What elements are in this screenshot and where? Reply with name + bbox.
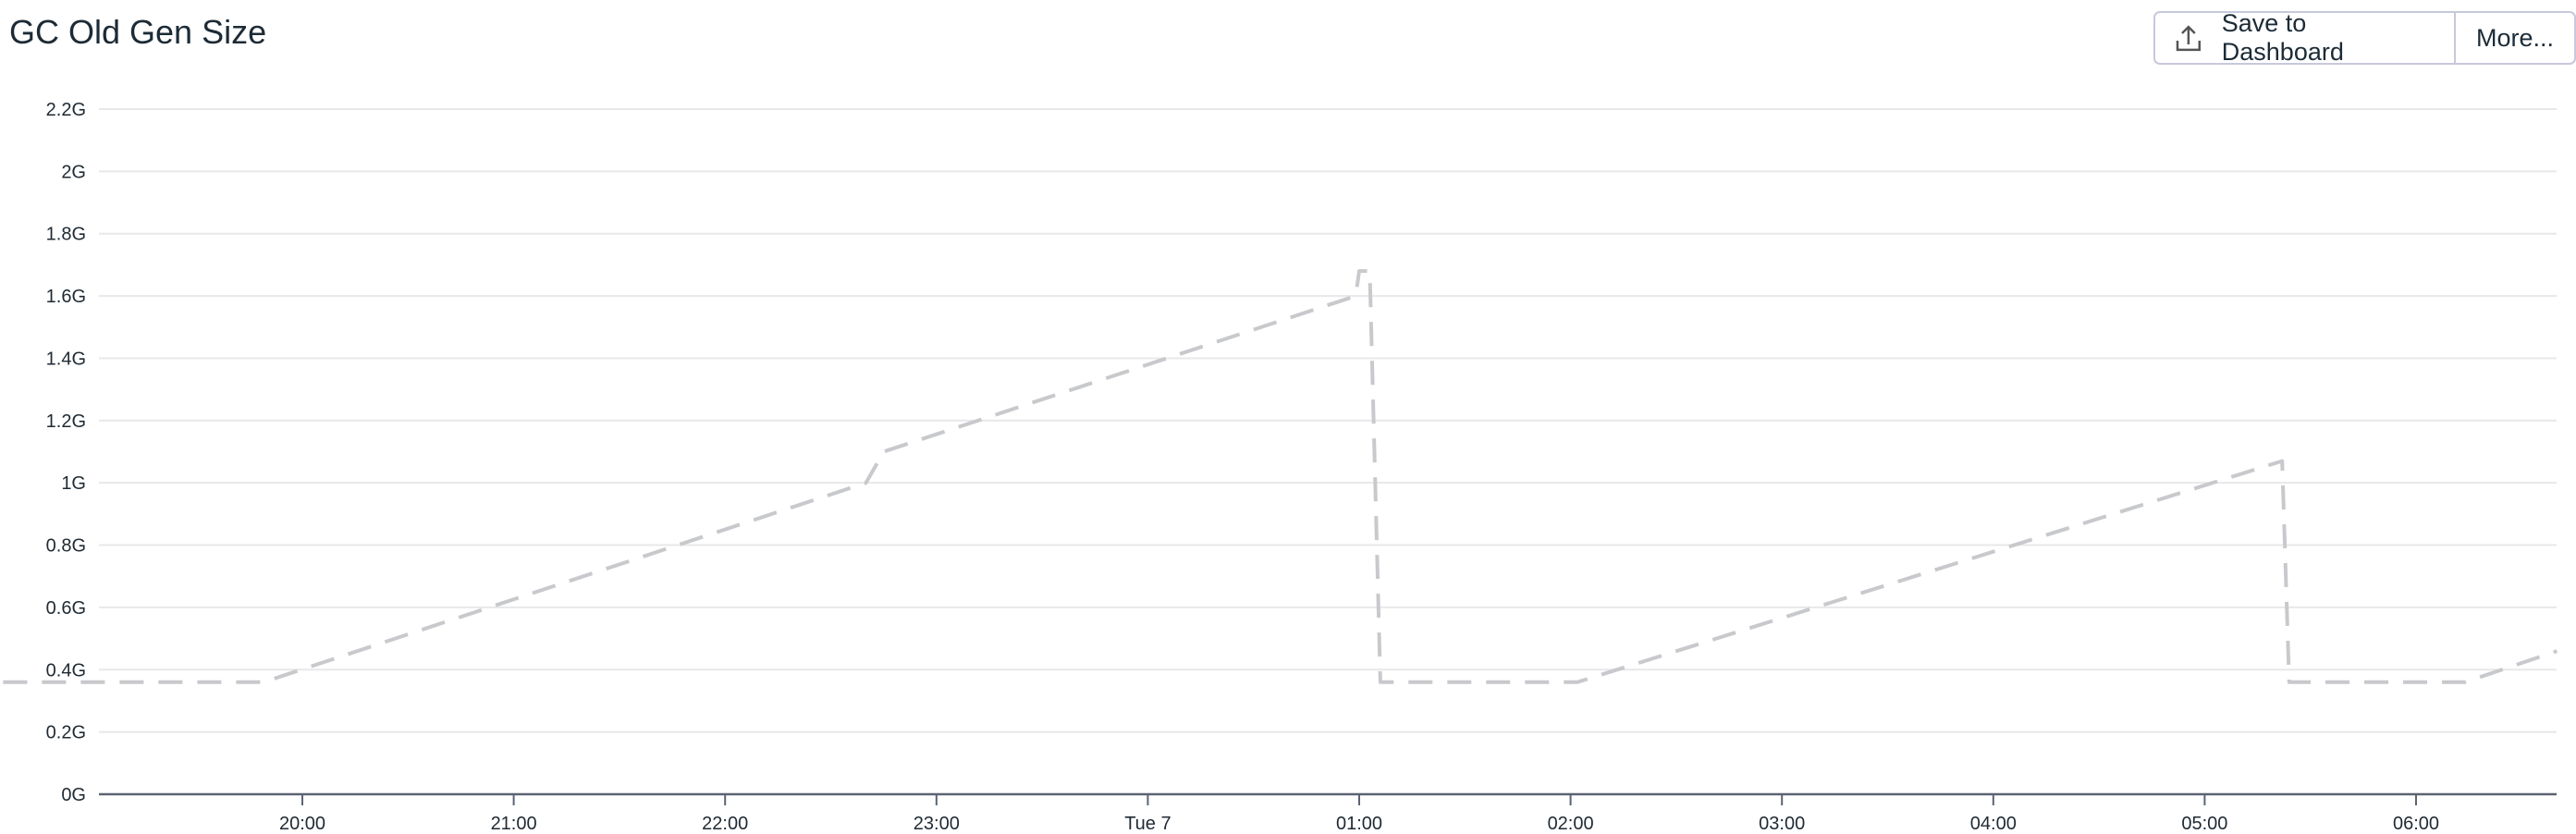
x-tick-label: 04:00 [1970,814,2017,834]
upload-icon [2176,25,2202,52]
more-label: More... [2475,23,2554,52]
y-tick-label: 0G [61,785,86,805]
y-tick-label: 0.4G [46,660,86,681]
y-tick-label: 1.6G [46,287,86,307]
y-tick-label: 1.2G [46,411,86,432]
x-tick-label: 20:00 [279,814,325,834]
series-line [0,269,2558,684]
chart-actions: Save to Dashboard More... [2153,9,2576,66]
x-tick-label: 02:00 [1548,814,1594,834]
x-tick-label: 06:00 [2393,814,2439,834]
x-tick-label: 23:00 [914,814,960,834]
save-to-dashboard-label: Save to Dashboard [2221,9,2344,66]
x-tick-label: Tue 7 [1124,814,1171,834]
x-tick-label: 03:00 [1759,814,1805,834]
x-tick-label: 05:00 [2181,814,2227,834]
y-tick-label: 0.6G [46,598,86,619]
y-tick-label: 2G [61,162,86,182]
save-to-dashboard-button[interactable]: Save to Dashboard [2155,9,2454,66]
y-tick-label: 0.2G [46,723,86,743]
y-tick-label: 1.4G [46,349,86,369]
x-tick-label: 21:00 [491,814,537,834]
chart-title: GC Old Gen Size [9,13,267,51]
y-tick-label: 1G [61,473,86,494]
x-tick-label: 01:00 [1336,814,1382,834]
more-button[interactable]: More... [2453,13,2574,63]
y-tick-label: 2.2G [46,100,86,120]
x-tick-label: 22:00 [702,814,748,834]
y-tick-label: 0.8G [46,536,86,557]
y-tick-label: 1.8G [46,225,86,245]
